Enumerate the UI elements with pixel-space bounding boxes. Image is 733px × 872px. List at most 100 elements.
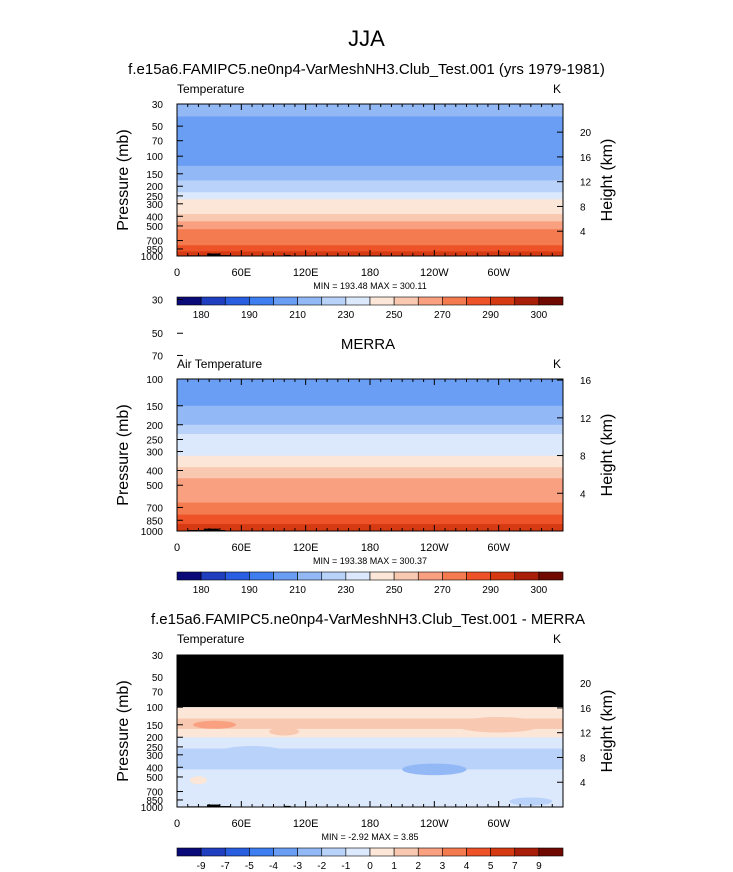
colorbar-label: 5 <box>488 861 494 872</box>
y-tick-label: 250 <box>146 743 163 754</box>
y-tick-label: 200 <box>146 733 163 744</box>
contour-band <box>177 140 563 157</box>
contour-band <box>177 206 563 215</box>
colorbar-swatch <box>466 847 491 857</box>
contour-band <box>177 116 563 131</box>
colorbar-swatch <box>224 296 250 306</box>
y-tick-label: 100 <box>146 703 163 714</box>
colorbar-swatch <box>273 571 298 581</box>
colorbar-label: 210 <box>289 310 306 321</box>
x-tick-label: 60E <box>232 542 252 554</box>
contour-band <box>177 444 563 457</box>
colorbar-label: 230 <box>338 585 355 596</box>
y-tick-label: 400 <box>146 467 163 478</box>
colorbar-label: 4 <box>464 861 470 872</box>
y2-tick-label: 8 <box>580 753 586 764</box>
colorbar-swatch <box>538 571 564 581</box>
y2-tick-label: 12 <box>580 178 592 189</box>
x-tick-label: 60E <box>232 267 252 279</box>
y-tick-label: 200 <box>146 182 163 193</box>
contour-feature <box>509 797 553 806</box>
colorbar-swatch <box>369 847 395 857</box>
colorbar-swatch <box>538 296 564 306</box>
colorbar-label: 190 <box>241 585 258 596</box>
panel-2-variable: Air Temperature <box>177 357 262 371</box>
colorbar-label: 270 <box>434 585 451 596</box>
y2-tick-label: 16 <box>580 153 592 164</box>
contour-band <box>177 769 563 786</box>
x-tick-label: 0 <box>174 818 180 830</box>
colorbar-label: 9 <box>536 861 542 872</box>
x-tick-label: 120E <box>293 818 319 830</box>
panel-3-y2label: Height (km) <box>599 690 616 773</box>
contour-band <box>177 728 563 738</box>
contour-band <box>177 165 563 175</box>
colorbar-swatch <box>297 847 323 857</box>
topography-mask <box>203 528 219 531</box>
colorbar-swatch <box>393 296 419 306</box>
panel-3-variable: Temperature <box>177 632 245 646</box>
colorbar-swatch <box>393 571 419 581</box>
y-tick-label: 1000 <box>141 803 164 814</box>
colorbar-swatch <box>345 847 371 857</box>
contour-band <box>177 718 563 730</box>
colorbar-swatch <box>369 296 395 306</box>
contour-band <box>177 502 563 516</box>
colorbar-label: 180 <box>193 310 210 321</box>
y-tick-label: 30 <box>152 296 164 307</box>
panel-1-variable: Temperature <box>177 82 245 96</box>
colorbar-label: 300 <box>531 310 548 321</box>
contour-band <box>177 245 563 252</box>
panel-3-title: f.e15a6.FAMIPC5.ne0np4-VarMeshNH3.Club_T… <box>151 611 585 628</box>
y2-tick-label: 4 <box>580 489 586 500</box>
panel-1-y2label: Height (km) <box>599 139 616 222</box>
contour-feature <box>402 763 467 776</box>
colorbar-label: 7 <box>512 861 518 872</box>
contour-band <box>177 192 563 200</box>
colorbar-swatch <box>273 847 298 857</box>
x-tick-label: 0 <box>174 267 180 279</box>
topography-mask <box>284 254 291 256</box>
contour-band <box>177 130 563 142</box>
colorbar-label: 270 <box>434 310 451 321</box>
panel-2-stats: MIN = 193.38 MAX = 300.37 <box>313 556 427 566</box>
x-tick-label: 180 <box>361 818 379 830</box>
colorbar-swatch <box>200 296 226 306</box>
contour-band <box>177 424 563 435</box>
contour-feature <box>269 727 300 736</box>
colorbar-swatch <box>466 296 491 306</box>
colorbar-label: -7 <box>221 861 230 872</box>
y-tick-label: 30 <box>152 100 164 111</box>
y-tick-label: 850 <box>146 245 163 256</box>
contour-feature <box>189 776 208 785</box>
y-tick-label: 1000 <box>141 527 164 538</box>
figure-title: JJA <box>348 26 385 51</box>
colorbar-swatch <box>176 296 202 306</box>
colorbar-swatch <box>442 296 467 306</box>
x-tick-label: 120E <box>293 542 319 554</box>
x-tick-label: 60W <box>487 818 510 830</box>
contour-band <box>177 433 563 446</box>
colorbar-swatch <box>297 296 323 306</box>
colorbar-swatch <box>393 847 419 857</box>
y-tick-label: 700 <box>146 788 163 799</box>
panel-2-plot: 0 60E 120E 180 120W 60W 30 50 70 100 150 200 250 300 4… <box>141 296 592 554</box>
y-tick-label: 30 <box>152 651 164 662</box>
contour-band <box>177 490 563 504</box>
y-tick-label: 500 <box>146 222 163 233</box>
colorbar-label: 210 <box>289 585 306 596</box>
y-tick-label: 50 <box>152 122 164 133</box>
contour-band <box>177 180 563 187</box>
panel-3-colorbar: -9 -7 -5 -4 -3 -2 -1 0 1 2 3 4 5 7 9 <box>176 847 564 872</box>
y2-tick-label: 16 <box>580 376 592 387</box>
panel-2-colorbar: 180 190 210 230 250 270 290 300 <box>176 571 564 596</box>
x-tick-label: 120W <box>420 818 449 830</box>
panel-2-y2label: Height (km) <box>599 414 616 497</box>
contour-band <box>177 229 563 238</box>
panel-2-ylabel: Pressure (mb) <box>115 404 132 505</box>
masked-region <box>177 655 563 708</box>
y-tick-label: 700 <box>146 503 163 514</box>
colorbar-swatch <box>224 847 250 857</box>
y-tick-label: 500 <box>146 481 163 492</box>
y2-tick-label: 12 <box>580 729 592 740</box>
